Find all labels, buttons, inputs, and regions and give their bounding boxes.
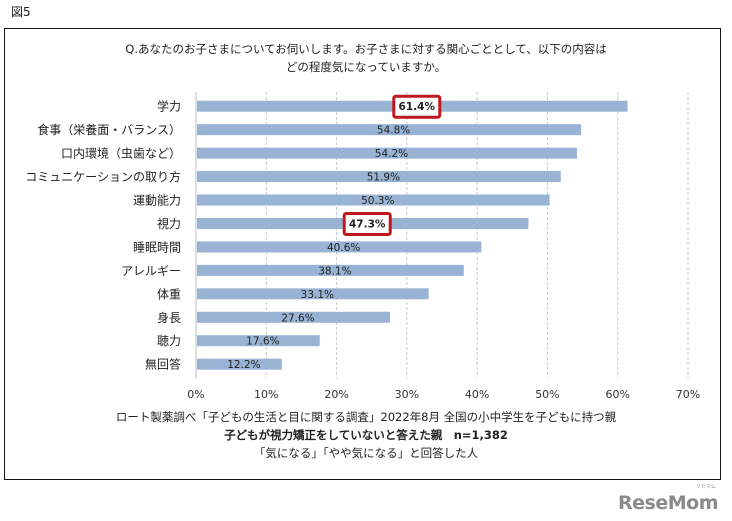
category-label: 体重: [157, 287, 181, 301]
data-label: 17.6%: [246, 336, 279, 348]
x-tick-label: 60%: [605, 388, 629, 401]
highlight-box: [392, 94, 442, 119]
source-line-3: 「気になる」「やや気になる」と回答した人: [253, 446, 479, 460]
bar: [197, 171, 561, 183]
data-label: 27.6%: [281, 312, 314, 324]
x-tick-label: 70%: [676, 388, 700, 401]
bar: [197, 288, 429, 300]
data-label: 40.6%: [327, 242, 360, 254]
source-line-2: 子どもが視力矯正をしていないと答えた親 n=1,382: [224, 428, 508, 442]
category-label: 無回答: [145, 357, 181, 372]
x-tick-label: 30%: [395, 388, 419, 401]
category-label: 学力: [157, 99, 181, 114]
data-label: 54.2%: [375, 148, 408, 160]
x-tick-label: 0%: [187, 388, 204, 401]
question-line-1: Q.あなたのお子さまについてお伺いします。お子さまに対する関心ごととして、以下の…: [125, 42, 607, 56]
question-line-2: どの程度気になっていますか。: [285, 60, 447, 74]
category-label: 口内環境（虫歯など）: [61, 146, 181, 161]
x-tick-label: 50%: [535, 388, 559, 401]
category-label: 視力: [157, 216, 181, 231]
x-tick-label: 40%: [465, 388, 489, 401]
source-line-1: ロート製薬調べ「子どもの生活と目に関する調査」2022年8月 全国の小中学生を子…: [115, 410, 617, 424]
category-label: 運動能力: [133, 194, 181, 208]
category-label: アレルギー: [121, 264, 181, 278]
bar: [197, 124, 582, 136]
category-label: 身長: [157, 310, 181, 325]
chart-frame: [4, 28, 721, 480]
data-label: 50.3%: [361, 195, 394, 207]
data-label: 38.1%: [318, 265, 351, 277]
resemom-logo: リセマム ReseMom: [608, 484, 718, 518]
category-label: コミュニケーションの取り方: [25, 169, 181, 184]
data-label: 54.8%: [377, 125, 410, 137]
data-label: 12.2%: [227, 359, 260, 371]
highlight-box: [342, 211, 392, 236]
data-label: 47.3%: [349, 218, 386, 230]
data-label: 51.9%: [367, 172, 400, 184]
logo-text: ReseMom: [618, 492, 718, 514]
figure-label: 図5: [11, 5, 31, 19]
category-label: 食事（栄養面・バランス）: [37, 122, 181, 137]
category-label: 聴力: [157, 334, 181, 348]
logo-subtext: リセマム: [695, 484, 716, 490]
bar: [197, 311, 390, 323]
bar: [197, 147, 577, 159]
bar: [197, 358, 282, 370]
x-tick-label: 20%: [324, 388, 348, 401]
data-label: 33.1%: [301, 289, 334, 301]
bar: [197, 264, 464, 276]
category-label: 睡眠時間: [133, 240, 181, 254]
x-tick-label: 10%: [254, 388, 278, 401]
bar: [197, 335, 320, 347]
data-label: 61.4%: [399, 101, 436, 113]
chart-title: Q.あなたのお子さまについてお伺いします。お子さまに対する関心ごととして、以下の…: [0, 40, 732, 76]
bar: [197, 194, 550, 206]
bar: [197, 241, 482, 253]
